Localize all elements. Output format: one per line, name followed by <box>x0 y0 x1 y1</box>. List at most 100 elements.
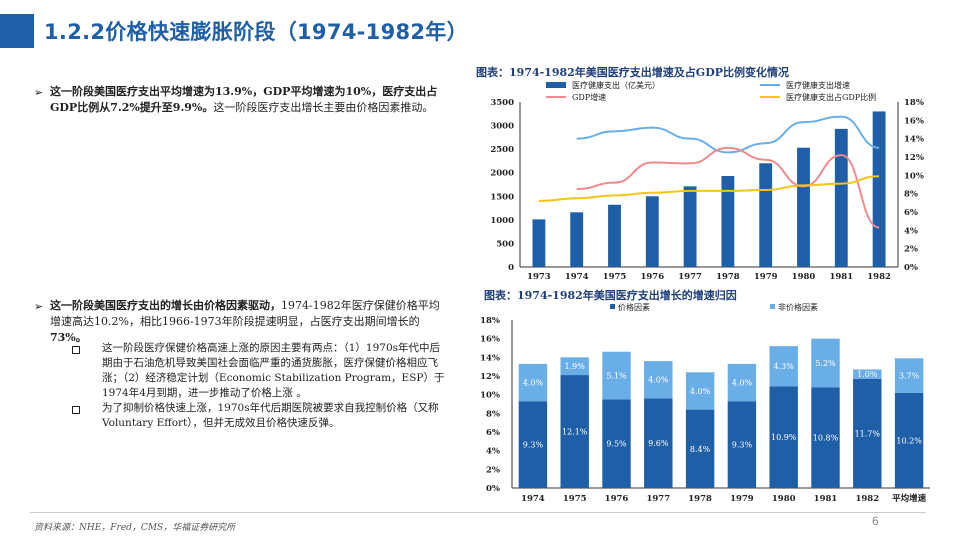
data-label-non-price: 1.9% <box>565 362 586 371</box>
title-accent-block <box>0 14 34 48</box>
data-label-price: 12.1% <box>562 428 588 437</box>
x-tick-label: 1980 <box>792 272 816 282</box>
title-bar: 1.2.2价格快速膨胀阶段（1974-1982年） <box>0 14 960 48</box>
bar-non-price-factor <box>518 363 548 402</box>
chart-1-title: 图表：1974-1982年美国医疗支出增速及占GDP比例变化情况 <box>476 66 789 79</box>
bar-non-price-factor <box>644 361 673 399</box>
data-label-non-price: 1.0% <box>857 370 878 379</box>
y-tick-label-left: 0 <box>508 263 514 273</box>
y-tick-label-right: 4% <box>904 226 918 236</box>
y-tick-label-right: 6% <box>904 208 918 218</box>
y-tick-label: 10% <box>480 391 500 401</box>
legend-swatch <box>770 304 775 309</box>
x-tick-label: 1977 <box>646 494 670 504</box>
bar <box>721 176 735 267</box>
paragraph-1: 这一阶段美国医疗支出平均增速为13.9%，GDP平均增速为10%，医疗支出占GD… <box>50 84 450 116</box>
x-tick-label: 1974 <box>565 272 589 282</box>
bar-non-price-factor <box>769 346 798 387</box>
x-tick-label: 1982 <box>855 494 879 504</box>
x-tick-label: 1979 <box>730 494 754 504</box>
legend-label: GDP增速 <box>572 92 606 102</box>
bar-price-factor <box>560 375 589 488</box>
legend-label: 医疗健康支出（亿美元） <box>572 80 660 90</box>
footer-divider <box>30 512 926 513</box>
data-label-non-price: 4.0% <box>523 379 544 388</box>
bar-price-factor <box>853 378 882 488</box>
y-tick-label-right: 10% <box>904 171 924 181</box>
bar <box>532 219 546 267</box>
bar-price-factor <box>602 399 631 488</box>
data-label-non-price: 4.0% <box>732 379 753 388</box>
y-tick-label: 2% <box>486 465 500 475</box>
source-note: 资料来源：NHE，Fred，CMS，华福证券研究所 <box>34 523 236 533</box>
x-tick-label: 1981 <box>829 272 853 282</box>
chart-1: 医疗健康支出（亿美元） 医疗健康支出增速 GDP增速 医疗健康支出占GDP比例 0 500… <box>490 80 924 282</box>
legend-swatch <box>610 304 615 309</box>
bar-price-factor <box>769 386 798 488</box>
y-tick-label-right: 14% <box>904 135 924 145</box>
y-tick-label-left: 3000 <box>490 122 514 132</box>
bar-price-factor <box>727 401 757 488</box>
square-bullet-icon <box>72 346 80 354</box>
data-label-non-price: 4.0% <box>690 387 711 396</box>
x-tick-label: 1982 <box>867 272 891 282</box>
data-label-price: 10.2% <box>896 436 922 445</box>
y-tick-label: 12% <box>480 372 500 382</box>
square-bullet-icon <box>72 406 80 414</box>
x-tick-label: 1975 <box>563 494 587 504</box>
bar <box>834 128 848 267</box>
sub-item-1: 这一阶段医疗保健价格高速上涨的原因主要有两点：（1）1970s年代中后期由于石油… <box>102 342 445 399</box>
x-tick-label: 平均增速 <box>892 493 927 504</box>
bar-price-factor <box>685 409 715 488</box>
x-tick-label: 1973 <box>527 272 551 282</box>
bar-non-price-factor <box>727 363 757 402</box>
y-tick-label-right: 0% <box>904 263 918 273</box>
y-tick-label-right: 16% <box>904 116 924 126</box>
bar <box>797 147 810 267</box>
data-label-price: 9.5% <box>606 440 627 449</box>
x-tick-label: 1977 <box>678 272 702 282</box>
bar-price-factor <box>644 398 673 488</box>
bar <box>608 204 621 267</box>
paragraph-1-bold: 这一阶段美国医疗支出平均增速为13.9%，GDP平均增速为10%，医疗支出占GD… <box>50 85 438 114</box>
data-label-price: 10.9% <box>771 433 797 442</box>
data-label-price: 8.4% <box>690 445 711 454</box>
data-label-price: 9.3% <box>732 441 753 450</box>
series-line <box>576 146 880 229</box>
y-tick-label: 16% <box>480 335 500 345</box>
y-tick-label-right: 18% <box>904 98 924 108</box>
legend-label: 价格因素 <box>618 302 650 312</box>
y-tick-label: 0% <box>486 484 500 494</box>
y-tick-label-left: 2500 <box>490 145 514 155</box>
y-tick-label: 18% <box>480 316 500 326</box>
bar-non-price-factor <box>560 357 589 376</box>
bar-non-price-factor <box>853 369 882 379</box>
y-tick-label-left: 2000 <box>490 169 514 179</box>
bar <box>759 163 773 267</box>
x-tick-label: 1976 <box>605 494 629 504</box>
bar <box>570 212 584 267</box>
legend-label: 医疗健康支出占GDP比例 <box>786 92 876 102</box>
x-tick-label: 1981 <box>814 494 838 504</box>
data-label-non-price: 5.2% <box>815 359 836 368</box>
sub-item-2: 为了抑制价格快速上涨，1970s年代后期医院被要求自我控制价格（又称Volunt… <box>102 402 439 429</box>
bar-price-factor <box>518 401 548 488</box>
series-line <box>576 115 880 154</box>
x-tick-label: 1979 <box>754 272 778 282</box>
legend-label: 医疗健康支出增速 <box>786 80 850 90</box>
paragraph-2: 这一阶段美国医疗支出的增长由价格因素驱动，1974-1982年医疗保健价格平均增… <box>50 298 450 346</box>
y-tick-label-right: 12% <box>904 153 924 163</box>
bar <box>645 196 659 267</box>
y-tick-label: 8% <box>486 409 500 419</box>
y-tick-label-left: 500 <box>496 239 514 249</box>
data-label-non-price: 3.7% <box>899 372 920 381</box>
paragraph-1-rest: 这一阶段医疗支出增长主要由价格因素推动。 <box>213 101 434 114</box>
y-tick-label-right: 2% <box>904 245 918 255</box>
x-tick-label: 1976 <box>640 272 664 282</box>
chart-2: 价格因素 非价格因素 0% 2% 4% 6% 8% 10% 12% 14% 16% 18% 1974 19… <box>480 302 930 504</box>
page-title: 1.2.2价格快速膨胀阶段（1974-1982年） <box>44 20 468 44</box>
x-tick-label: 1975 <box>603 272 627 282</box>
series-line <box>538 175 880 202</box>
paragraph-2-bold: 这一阶段美国医疗支出的增长由价格因素驱动， <box>50 299 281 312</box>
data-label-price: 11.7% <box>855 429 881 438</box>
